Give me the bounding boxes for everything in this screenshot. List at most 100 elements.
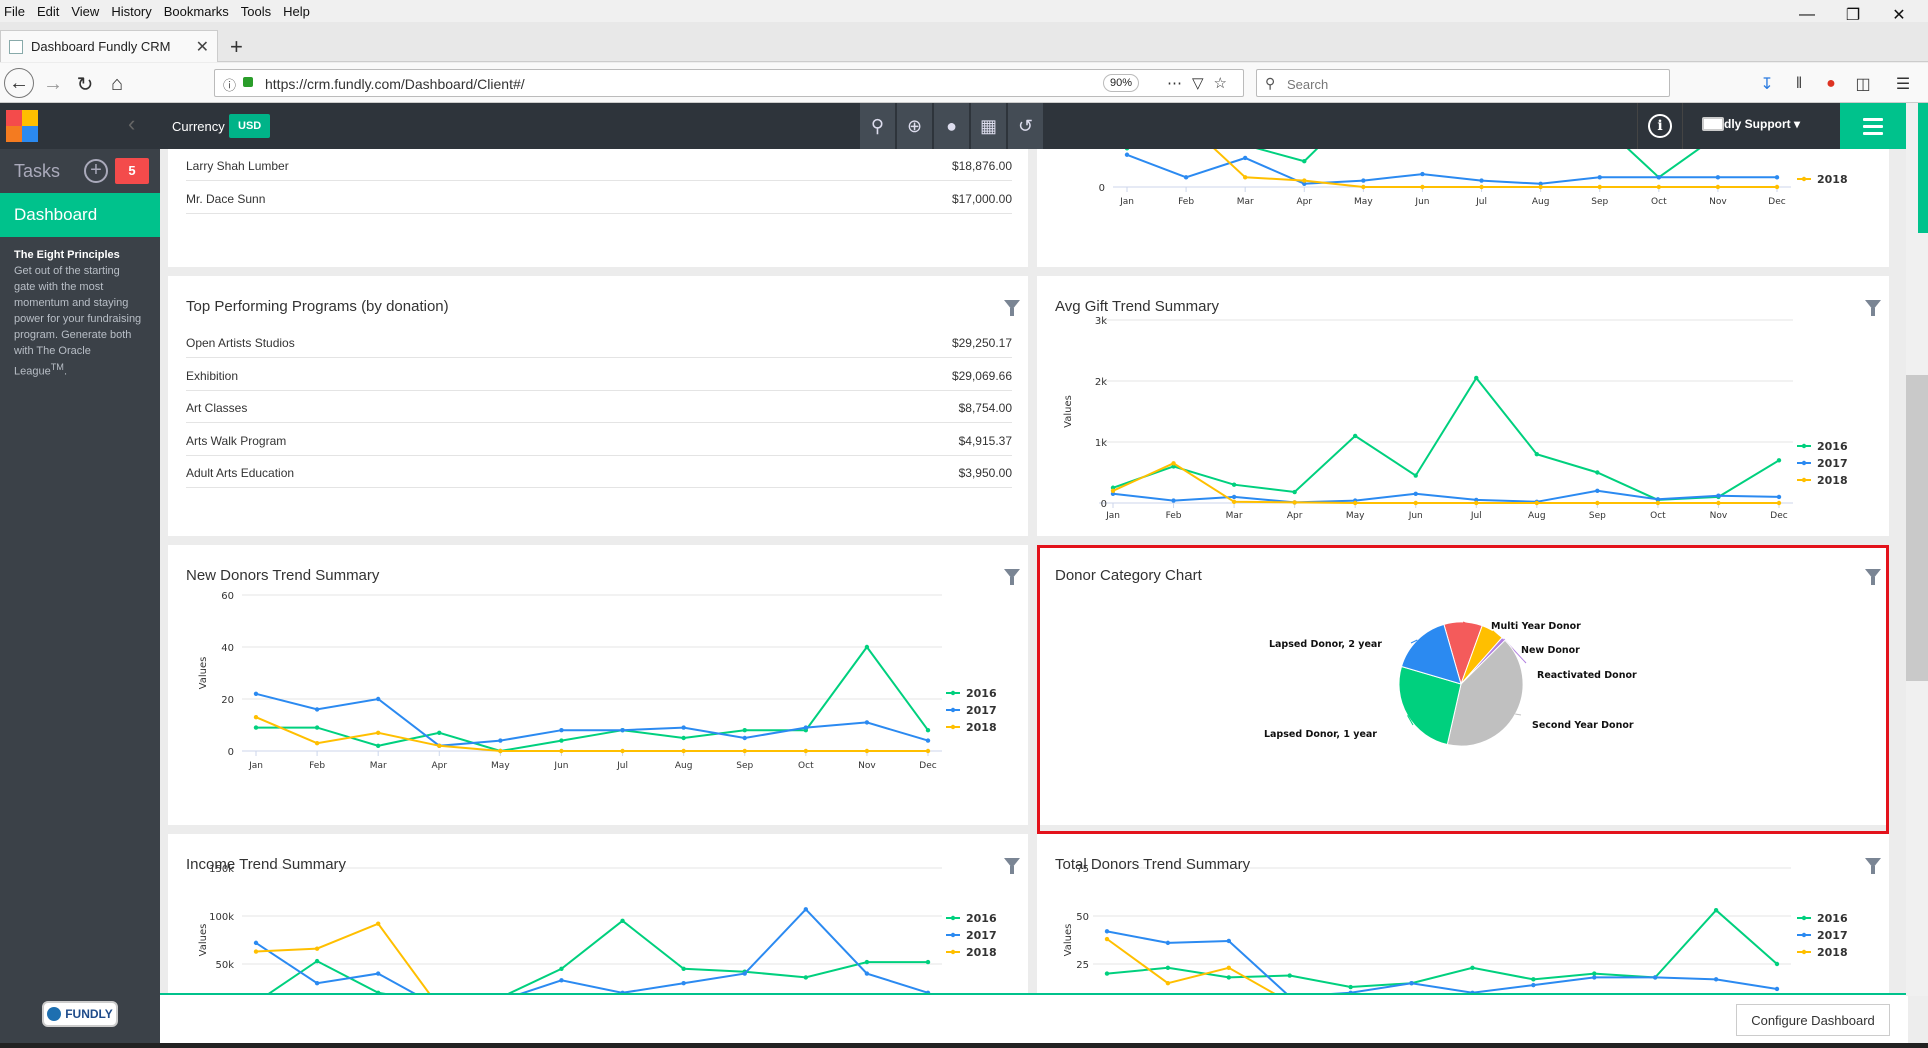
id-card-icon — [1702, 117, 1724, 131]
sidebar-item-dashboard[interactable]: Dashboard — [0, 193, 160, 237]
menu-view[interactable]: View — [71, 3, 100, 19]
data-point-2018 — [1231, 499, 1237, 504]
menu-tools[interactable]: Tools — [240, 3, 272, 19]
x-tick-label: Dec — [919, 761, 936, 771]
data-point-2018 — [681, 748, 686, 754]
data-point-2017 — [1597, 175, 1602, 180]
data-point-2016 — [803, 975, 809, 980]
filter-icon[interactable] — [1004, 569, 1020, 585]
secure-lock-icon — [243, 77, 253, 87]
filter-icon[interactable] — [1865, 569, 1881, 585]
page-actions-icon[interactable]: ⋯ — [1167, 75, 1192, 92]
program-row[interactable]: Adult Arts Education $3,950.00 — [186, 456, 1012, 488]
series-line-2018 — [1106, 938, 1281, 996]
currency-badge[interactable]: USD — [229, 114, 271, 138]
donation-icon[interactable]: ▦ — [970, 103, 1006, 149]
data-point-2018 — [1474, 500, 1479, 506]
data-point-2018 — [1361, 184, 1366, 190]
filter-icon[interactable] — [1865, 858, 1881, 874]
program-row[interactable]: Arts Walk Program $4,915.37 — [186, 424, 1012, 456]
url-bar[interactable]: ⓘ https://crm.fundly.com/Dashboard/Clien… — [214, 69, 1244, 97]
data-point-2016 — [1531, 977, 1536, 982]
total-donors-chart: 0255075JanFebMarAprMayJunJulAugSepOctNov… — [1063, 864, 1848, 996]
x-tick-label: Apr — [1287, 511, 1303, 521]
y-tick-label: 100k — [209, 912, 234, 923]
menu-file[interactable]: File — [4, 3, 25, 19]
tasks-label[interactable]: Tasks — [14, 161, 61, 181]
donor-row[interactable]: Mr. Dace Sunn $17,000.00 — [186, 182, 1012, 214]
minimize-button[interactable]: — — [1799, 6, 1815, 23]
x-tick-label: Dec — [1770, 511, 1787, 521]
search-icon[interactable]: ⚲ — [859, 103, 895, 149]
pinterest-icon[interactable]: ● — [1826, 75, 1836, 92]
data-point-2017 — [1171, 498, 1176, 503]
menu-history[interactable]: History — [111, 3, 152, 19]
add-task-icon[interactable]: + — [84, 159, 108, 183]
app-logo[interactable] — [6, 110, 38, 142]
new-tab-button[interactable]: + — [230, 34, 243, 59]
data-point-2018 — [1776, 500, 1782, 506]
data-point-2017 — [1531, 982, 1536, 988]
search-box[interactable]: ⚲ Search — [1256, 69, 1670, 97]
tasks-count-badge[interactable]: 5 — [115, 158, 149, 184]
program-row[interactable]: Exhibition $29,069.66 — [186, 359, 1012, 391]
url-text[interactable]: https://crm.fundly.com/Dashboard/Client#… — [265, 76, 525, 92]
y-axis-title: Values — [1063, 924, 1074, 957]
data-point-2016 — [1474, 375, 1479, 381]
configure-dashboard-button[interactable]: Configure Dashboard — [1736, 1004, 1890, 1036]
legend-label-2018: 2018 — [1817, 946, 1848, 959]
downloads-icon[interactable]: ↧ — [1760, 76, 1774, 93]
help-button[interactable]: i — [1637, 103, 1683, 149]
support-menu[interactable]: Fundly Support ▾ — [1702, 117, 1800, 131]
add-icon[interactable]: ⊕ — [896, 103, 932, 149]
data-point-2017 — [681, 725, 686, 730]
pie-slice-label: New Donor — [1521, 645, 1580, 656]
restore-button[interactable]: ❐ — [1845, 7, 1861, 24]
legend-marker-2018 — [950, 949, 956, 955]
x-tick-label: Jan — [1105, 511, 1120, 521]
filter-icon[interactable] — [1865, 300, 1881, 316]
pocket-icon[interactable]: ▽ — [1192, 75, 1214, 92]
collapse-sidebar-icon[interactable]: ‹ — [128, 111, 136, 136]
close-tab-icon[interactable]: ✕ — [195, 38, 209, 56]
program-row[interactable]: Open Artists Studios $29,250.17 — [186, 326, 1012, 358]
library-icon[interactable]: ‖ — [1795, 75, 1803, 92]
close-window-button[interactable]: ✕ — [1892, 7, 1906, 24]
zoom-indicator[interactable]: 90% — [1103, 74, 1140, 92]
user-icon[interactable]: ● — [933, 103, 969, 149]
menu-bookmarks[interactable]: Bookmarks — [163, 3, 229, 19]
filter-icon[interactable] — [1004, 300, 1020, 316]
y-tick-label: 0 — [1101, 499, 1107, 510]
x-tick-label: Mar — [1226, 511, 1243, 521]
sidebar-toggle-icon[interactable]: ◫ — [1855, 76, 1871, 93]
fundly-logo-icon — [47, 1007, 62, 1021]
fundly-brand-badge[interactable]: FUNDLY — [42, 1001, 118, 1027]
data-point-2017 — [1479, 178, 1484, 183]
legend-marker-2017 — [950, 932, 956, 938]
back-button[interactable]: ← — [4, 68, 34, 98]
donor-row[interactable]: Larry Shah Lumber $18,876.00 — [186, 149, 1012, 181]
menu-edit[interactable]: Edit — [36, 3, 60, 19]
filter-icon[interactable] — [1004, 858, 1020, 874]
bookmark-star-icon[interactable]: ☆ — [1213, 75, 1237, 92]
forward-button[interactable]: → — [43, 72, 63, 95]
history-icon[interactable]: ↺ — [1007, 103, 1043, 149]
menu-help[interactable]: Help — [283, 3, 310, 19]
x-tick-label: Jan — [248, 761, 263, 771]
series-line-2016 — [1112, 376, 1780, 501]
data-point-2017 — [1474, 497, 1479, 503]
principles-blurb: The Eight Principles Get out of the star… — [14, 247, 144, 380]
data-point-2016 — [559, 966, 564, 971]
site-info-icon[interactable]: ⓘ — [223, 78, 237, 93]
home-button[interactable]: ⌂ — [110, 72, 124, 95]
x-tick-label: Nov — [1710, 511, 1728, 521]
data-point-2018 — [1171, 461, 1176, 466]
tab-dashboard[interactable]: Dashboard Fundly CRM ✕ — [0, 30, 218, 62]
legend-marker-2017 — [1801, 460, 1807, 466]
page-scrollbar-thumb[interactable] — [1906, 375, 1928, 681]
hamburger-menu-button[interactable] — [1840, 103, 1906, 149]
browser-menu-icon[interactable]: ☰ — [1895, 76, 1911, 93]
program-row[interactable]: Art Classes $8,754.00 — [186, 391, 1012, 423]
data-point-2018 — [1595, 500, 1600, 506]
reload-button[interactable]: ↻ — [76, 73, 94, 96]
